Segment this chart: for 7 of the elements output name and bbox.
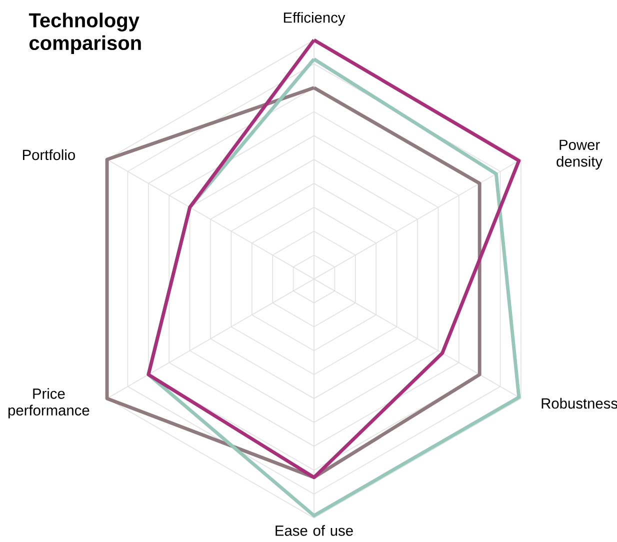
spoke-label: Ease of use (276, 525, 353, 536)
spoke-label: Price performance (8, 388, 90, 418)
text: Technology comparison (28, 12, 141, 54)
spoke-label: Portfolio (23, 149, 75, 160)
spoke-label: Efficiency (284, 12, 346, 26)
spoke-label: Robustness (542, 398, 617, 409)
spoke-label: Power density (556, 140, 603, 170)
